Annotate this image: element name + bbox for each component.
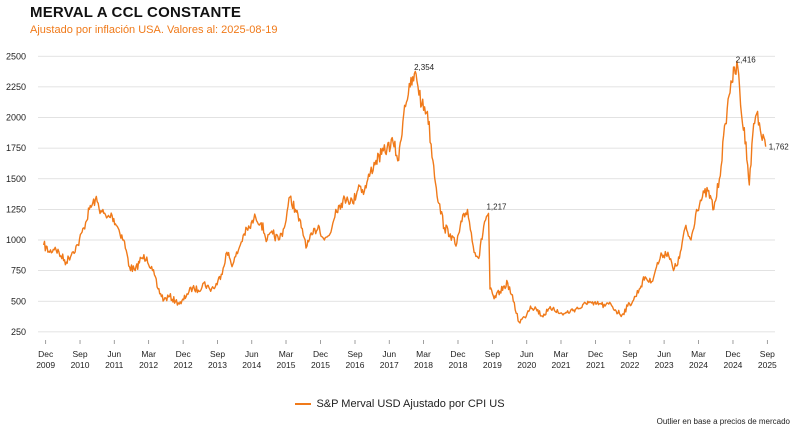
chart-subtitle: Ajustado por inflación USA. Valores al: … <box>30 24 278 36</box>
x-tick-year: 2018 <box>449 360 468 370</box>
x-tick-month: Jun <box>245 349 259 359</box>
y-tick-label: 500 <box>11 296 26 306</box>
x-tick-month: Sep <box>622 349 637 359</box>
x-tick-month: Sep <box>72 349 87 359</box>
x-tick-year: 2009 <box>36 360 55 370</box>
y-tick-label: 1000 <box>6 235 26 245</box>
y-tick-label: 1500 <box>6 174 26 184</box>
y-tick-label: 2250 <box>6 82 26 92</box>
x-tick-year: 2015 <box>277 360 296 370</box>
x-tick-month: Sep <box>347 349 362 359</box>
annotations: 2,354 1,217 2,416 1,762 <box>414 56 789 212</box>
x-tick-year: 2025 <box>758 360 777 370</box>
x-tick-month: Sep <box>210 349 225 359</box>
legend: S&P Merval USD Ajustado por CPI US <box>0 398 800 410</box>
x-tick-year: 2018 <box>414 360 433 370</box>
y-tick-label: 250 <box>11 327 26 337</box>
x-tick-year: 2014 <box>242 360 261 370</box>
x-tick-month: Jun <box>382 349 396 359</box>
x-tick-year: 2015 <box>311 360 330 370</box>
x-tick-month: Sep <box>485 349 500 359</box>
y-tick-label: 750 <box>11 266 26 276</box>
x-tick-year: 2021 <box>586 360 605 370</box>
x-tick-year: 2011 <box>105 360 124 370</box>
x-tick-year: 2023 <box>655 360 674 370</box>
legend-label: S&P Merval USD Ajustado por CPI US <box>316 398 505 410</box>
x-tick-year: 2020 <box>517 360 536 370</box>
data-label: 1,762 <box>769 143 790 152</box>
x-tick-month: Jun <box>520 349 534 359</box>
y-tick-label: 1250 <box>6 204 26 214</box>
legend-swatch <box>295 403 312 406</box>
y-axis-ticks: 250 500 750 1000 1250 1500 1750 2000 2250 2500 <box>6 51 26 337</box>
x-tick-year: 2012 <box>139 360 158 370</box>
x-tick-month: Jun <box>107 349 121 359</box>
x-tick-year: 2013 <box>208 360 227 370</box>
x-tick-month: Dec <box>588 349 604 359</box>
x-tick-month: Dec <box>725 349 741 359</box>
x-tick-year: 2016 <box>346 360 365 370</box>
x-tick-month: Sep <box>760 349 775 359</box>
y-tick-label: 2500 <box>6 51 26 61</box>
x-tick-month: Mar <box>554 349 569 359</box>
x-tick-year: 2024 <box>724 360 743 370</box>
x-tick-year: 2010 <box>71 360 90 370</box>
x-tick-month: Dec <box>176 349 192 359</box>
x-tick-year: 2017 <box>380 360 399 370</box>
y-tick-label: 2000 <box>6 113 26 123</box>
x-tick-year: 2024 <box>689 360 708 370</box>
x-tick-year: 2022 <box>620 360 639 370</box>
series-group <box>42 60 767 324</box>
x-tick-year: 2012 <box>174 360 193 370</box>
series-line <box>42 60 767 324</box>
data-label: 2,354 <box>414 63 435 72</box>
y-tick-label: 1750 <box>6 143 26 153</box>
x-axis-ticks: Dec2009Sep2010Jun2011Mar2012Dec2012Sep20… <box>36 340 777 370</box>
source-note: Outlier en base a precios de mercado <box>656 417 790 426</box>
x-tick-month: Dec <box>313 349 329 359</box>
x-tick-month: Mar <box>416 349 431 359</box>
x-tick-month: Dec <box>450 349 466 359</box>
data-label: 2,416 <box>736 56 757 65</box>
chart-title: MERVAL A CCL CONSTANTE <box>30 4 242 21</box>
grid-lines <box>38 55 775 333</box>
data-label: 1,217 <box>486 202 507 211</box>
x-tick-month: Jun <box>657 349 671 359</box>
x-tick-month: Dec <box>38 349 54 359</box>
x-tick-year: 2019 <box>483 360 502 370</box>
x-tick-month: Mar <box>691 349 706 359</box>
x-tick-month: Mar <box>279 349 294 359</box>
x-tick-year: 2021 <box>552 360 571 370</box>
x-tick-month: Mar <box>141 349 156 359</box>
